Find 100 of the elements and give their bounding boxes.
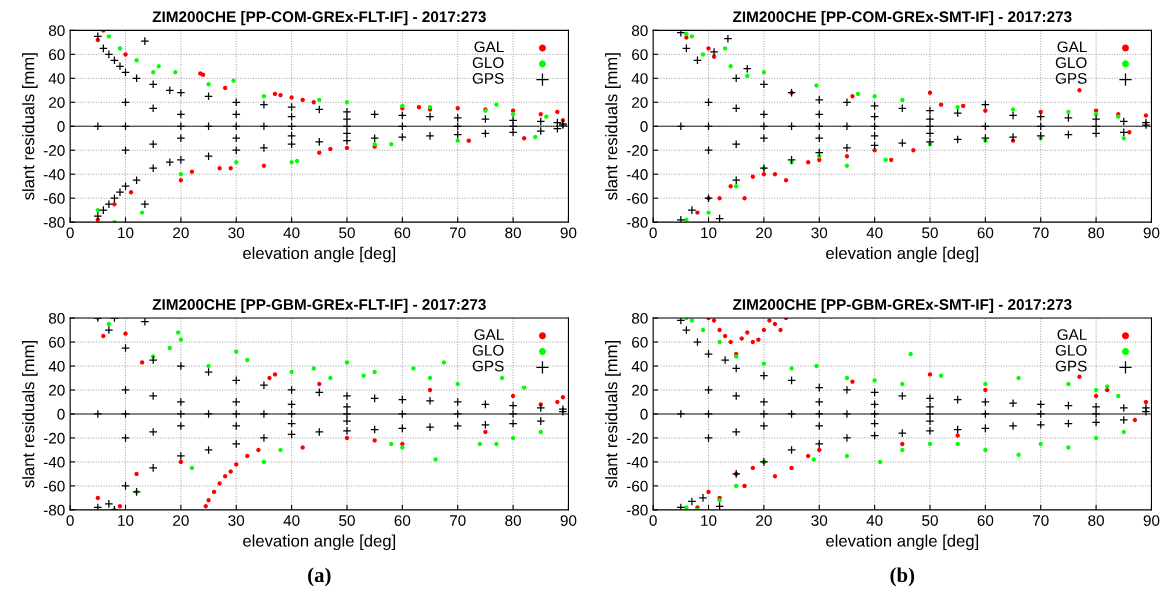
legend-label: GAL [474,329,504,340]
y-tick-label: -60 [626,193,648,204]
y-tick-label: -40 [43,456,65,468]
y-tick-label: -80 [626,504,648,516]
x-tick-label: 90 [1143,515,1160,526]
x-tick-label: 20 [173,515,189,526]
y-tick-label: 80 [48,25,65,37]
x-tick-label: 90 [1143,227,1160,239]
y-axis-title: slant residuals [mm] [605,341,621,488]
y-tick-label: 80 [631,25,648,37]
y-tick-label: -20 [626,145,648,156]
y-tick-label: -20 [43,145,65,156]
x-tick-label: 70 [1033,515,1049,526]
x-tick-label: 20 [173,227,189,239]
y-tick-label: 0 [57,121,65,132]
x-tick-label: 60 [977,515,994,526]
x-tick-label: 0 [649,227,657,239]
y-tick-label: 40 [48,73,65,84]
x-tick-label: 10 [118,227,134,239]
y-tick-label: 60 [632,49,648,61]
legend-label: GPS [1055,360,1087,372]
chart-title: ZIM200CHE [PP-COM-GREx-SMT-IF] - 2017:273 [732,10,1072,26]
x-tick-label: 50 [922,515,938,526]
legend-label: GLO [1055,344,1087,356]
x-tick-label: 70 [450,515,466,526]
x-tick-label: 40 [283,227,300,239]
x-tick-label: 30 [228,227,245,239]
y-axis-title: slant residuals [mm] [22,341,38,488]
x-tick-label: 10 [118,515,134,526]
y-axis-title: slant residuals [mm] [605,53,621,200]
legend-label: GLO [472,344,504,356]
y-tick-label: -80 [626,217,648,228]
x-tick-label: 0 [649,515,657,526]
x-tick-label: 0 [66,515,74,526]
x-tick-label: 80 [505,515,521,526]
legend-label: GAL [1057,41,1087,53]
x-axis-title: elevation angle [deg] [826,246,979,263]
y-tick-label: 20 [49,384,65,396]
legend-label: GLO [1055,57,1087,69]
x-tick-label: 80 [505,227,521,239]
y-tick-label: -20 [43,432,65,444]
x-tick-label: 10 [701,515,717,526]
x-tick-label: 20 [756,227,772,239]
chart-title: ZIM200CHE [PP-COM-GREx-FLT-IF] - 2017:273 [152,10,486,26]
x-tick-label: 60 [977,227,994,239]
x-axis-title: elevation angle [deg] [243,246,396,263]
x-tick-label: 80 [1088,515,1104,526]
y-tick-label: 40 [631,360,648,372]
x-axis-title: elevation angle [deg] [826,534,979,551]
chart-title: ZIM200CHE [PP-GBM-GREx-SMT-IF] - 2017:273 [732,298,1072,313]
x-tick-label: 70 [450,227,466,239]
y-tick-label: 60 [49,336,65,348]
x-tick-label: 30 [811,227,828,239]
y-tick-label: -40 [43,169,65,180]
y-tick-label: 0 [640,408,648,420]
legend-label: GPS [472,72,504,84]
y-axis-title: slant residuals [mm] [22,53,38,200]
x-tick-label: 30 [228,515,245,526]
y-tick-label: -60 [626,480,648,492]
x-tick-label: 90 [560,515,577,526]
y-tick-label: -80 [43,504,65,516]
x-tick-label: 20 [756,515,772,526]
y-tick-label: 80 [48,312,65,324]
x-tick-label: 50 [339,227,355,239]
x-tick-label: 80 [1088,227,1104,239]
y-tick-label: 80 [631,312,648,324]
x-tick-label: 70 [1033,227,1049,239]
y-tick-label: -80 [43,217,65,228]
x-tick-label: 10 [701,227,717,239]
y-tick-label: -40 [626,169,648,180]
x-tick-label: 40 [283,515,300,526]
legend-label: GPS [1055,72,1087,84]
y-tick-label: 40 [48,360,65,372]
y-tick-label: 60 [632,336,648,348]
x-tick-label: 0 [66,227,74,239]
legend-label: GAL [474,41,504,53]
y-tick-label: -20 [626,432,648,444]
x-tick-label: 90 [560,227,577,239]
x-tick-label: 60 [394,227,411,239]
y-tick-label: 20 [632,97,648,108]
y-tick-label: 0 [640,121,648,132]
y-tick-label: -40 [626,456,648,468]
y-tick-label: 60 [49,49,65,61]
y-tick-label: -60 [43,480,65,492]
legend-label: GLO [472,57,504,69]
y-tick-label: 0 [57,408,65,420]
x-axis-title: elevation angle [deg] [243,534,396,551]
x-tick-label: 50 [922,227,938,239]
y-tick-label: -60 [43,193,65,204]
x-tick-label: 40 [866,227,883,239]
y-tick-label: 20 [49,97,65,108]
x-tick-label: 50 [339,515,355,526]
chart-title: ZIM200CHE [PP-GBM-GREx-FLT-IF] - 2017:273 [152,298,486,313]
x-tick-label: 40 [866,515,883,526]
y-tick-label: 40 [631,73,648,84]
legend-label: GAL [1057,329,1087,340]
x-tick-label: 30 [811,515,828,526]
x-tick-label: 60 [394,515,411,526]
text: (a) [308,567,331,587]
legend-label: GPS [472,360,504,372]
